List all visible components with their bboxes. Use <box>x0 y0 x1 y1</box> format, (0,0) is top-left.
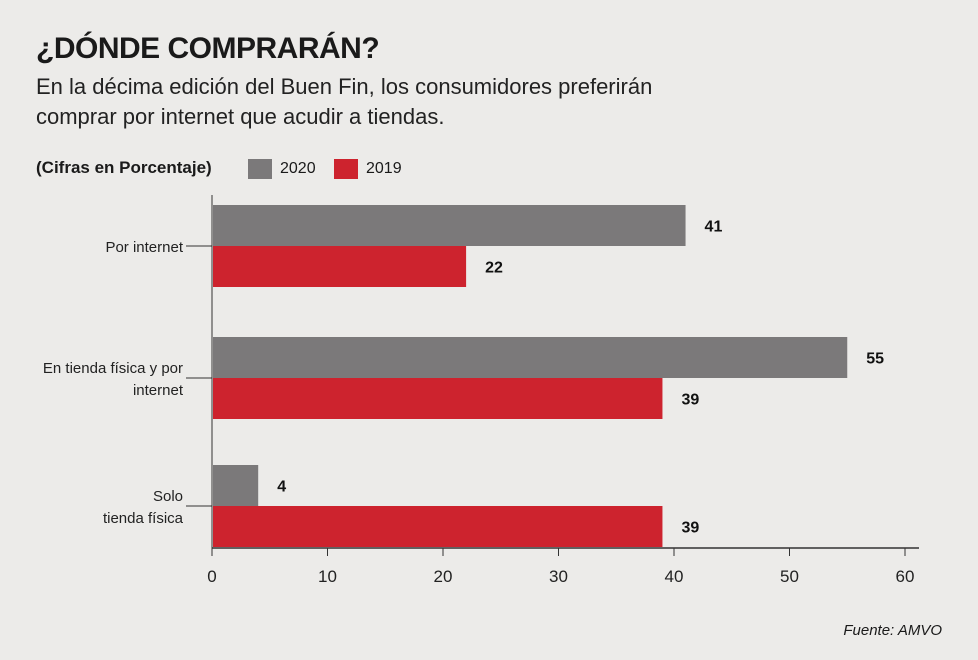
bar-2019 <box>213 246 467 287</box>
x-tick-label: 20 <box>434 567 453 586</box>
category-label: Por internet <box>105 239 183 256</box>
bar-2020 <box>213 205 686 246</box>
bar-2019 <box>213 378 663 419</box>
x-tick-label: 30 <box>549 567 568 586</box>
x-tick-label: 40 <box>665 567 684 586</box>
legend-swatch-2019 <box>334 159 358 179</box>
category-label: En tienda física y por <box>43 360 183 377</box>
x-tick-label: 10 <box>318 567 337 586</box>
category-label: internet <box>133 382 184 399</box>
bar-2020 <box>213 465 259 506</box>
bar-2020 <box>213 337 848 378</box>
data-label-2019: 39 <box>681 520 699 537</box>
category-label: tienda física <box>103 510 184 527</box>
legend-label-2019: 2019 <box>366 160 402 177</box>
x-tick-label: 50 <box>780 567 799 586</box>
category-label: Solo <box>153 488 183 505</box>
x-tick-label: 0 <box>207 567 216 586</box>
data-label-2019: 22 <box>485 260 503 277</box>
legend-item-2019: 2019 <box>334 159 402 179</box>
source-note: Fuente: AMVO <box>843 622 942 639</box>
legend-item-2020: 2020 <box>248 159 316 179</box>
legend-swatch-2020 <box>248 159 272 179</box>
data-label-2019: 39 <box>681 392 699 409</box>
x-tick-label: 60 <box>896 567 915 586</box>
data-label-2020: 4 <box>277 479 286 496</box>
data-label-2020: 55 <box>866 351 884 368</box>
legend-label-2020: 2020 <box>280 160 316 177</box>
unit-label: (Cifras en Porcentaje) <box>36 158 212 177</box>
chart-title: ¿DÓNDE COMPRARÁN? <box>36 32 380 65</box>
chart-subtitle: En la décima edición del Buen Fin, los c… <box>36 74 653 129</box>
bar-2019 <box>213 506 663 547</box>
data-label-2020: 41 <box>705 219 723 236</box>
